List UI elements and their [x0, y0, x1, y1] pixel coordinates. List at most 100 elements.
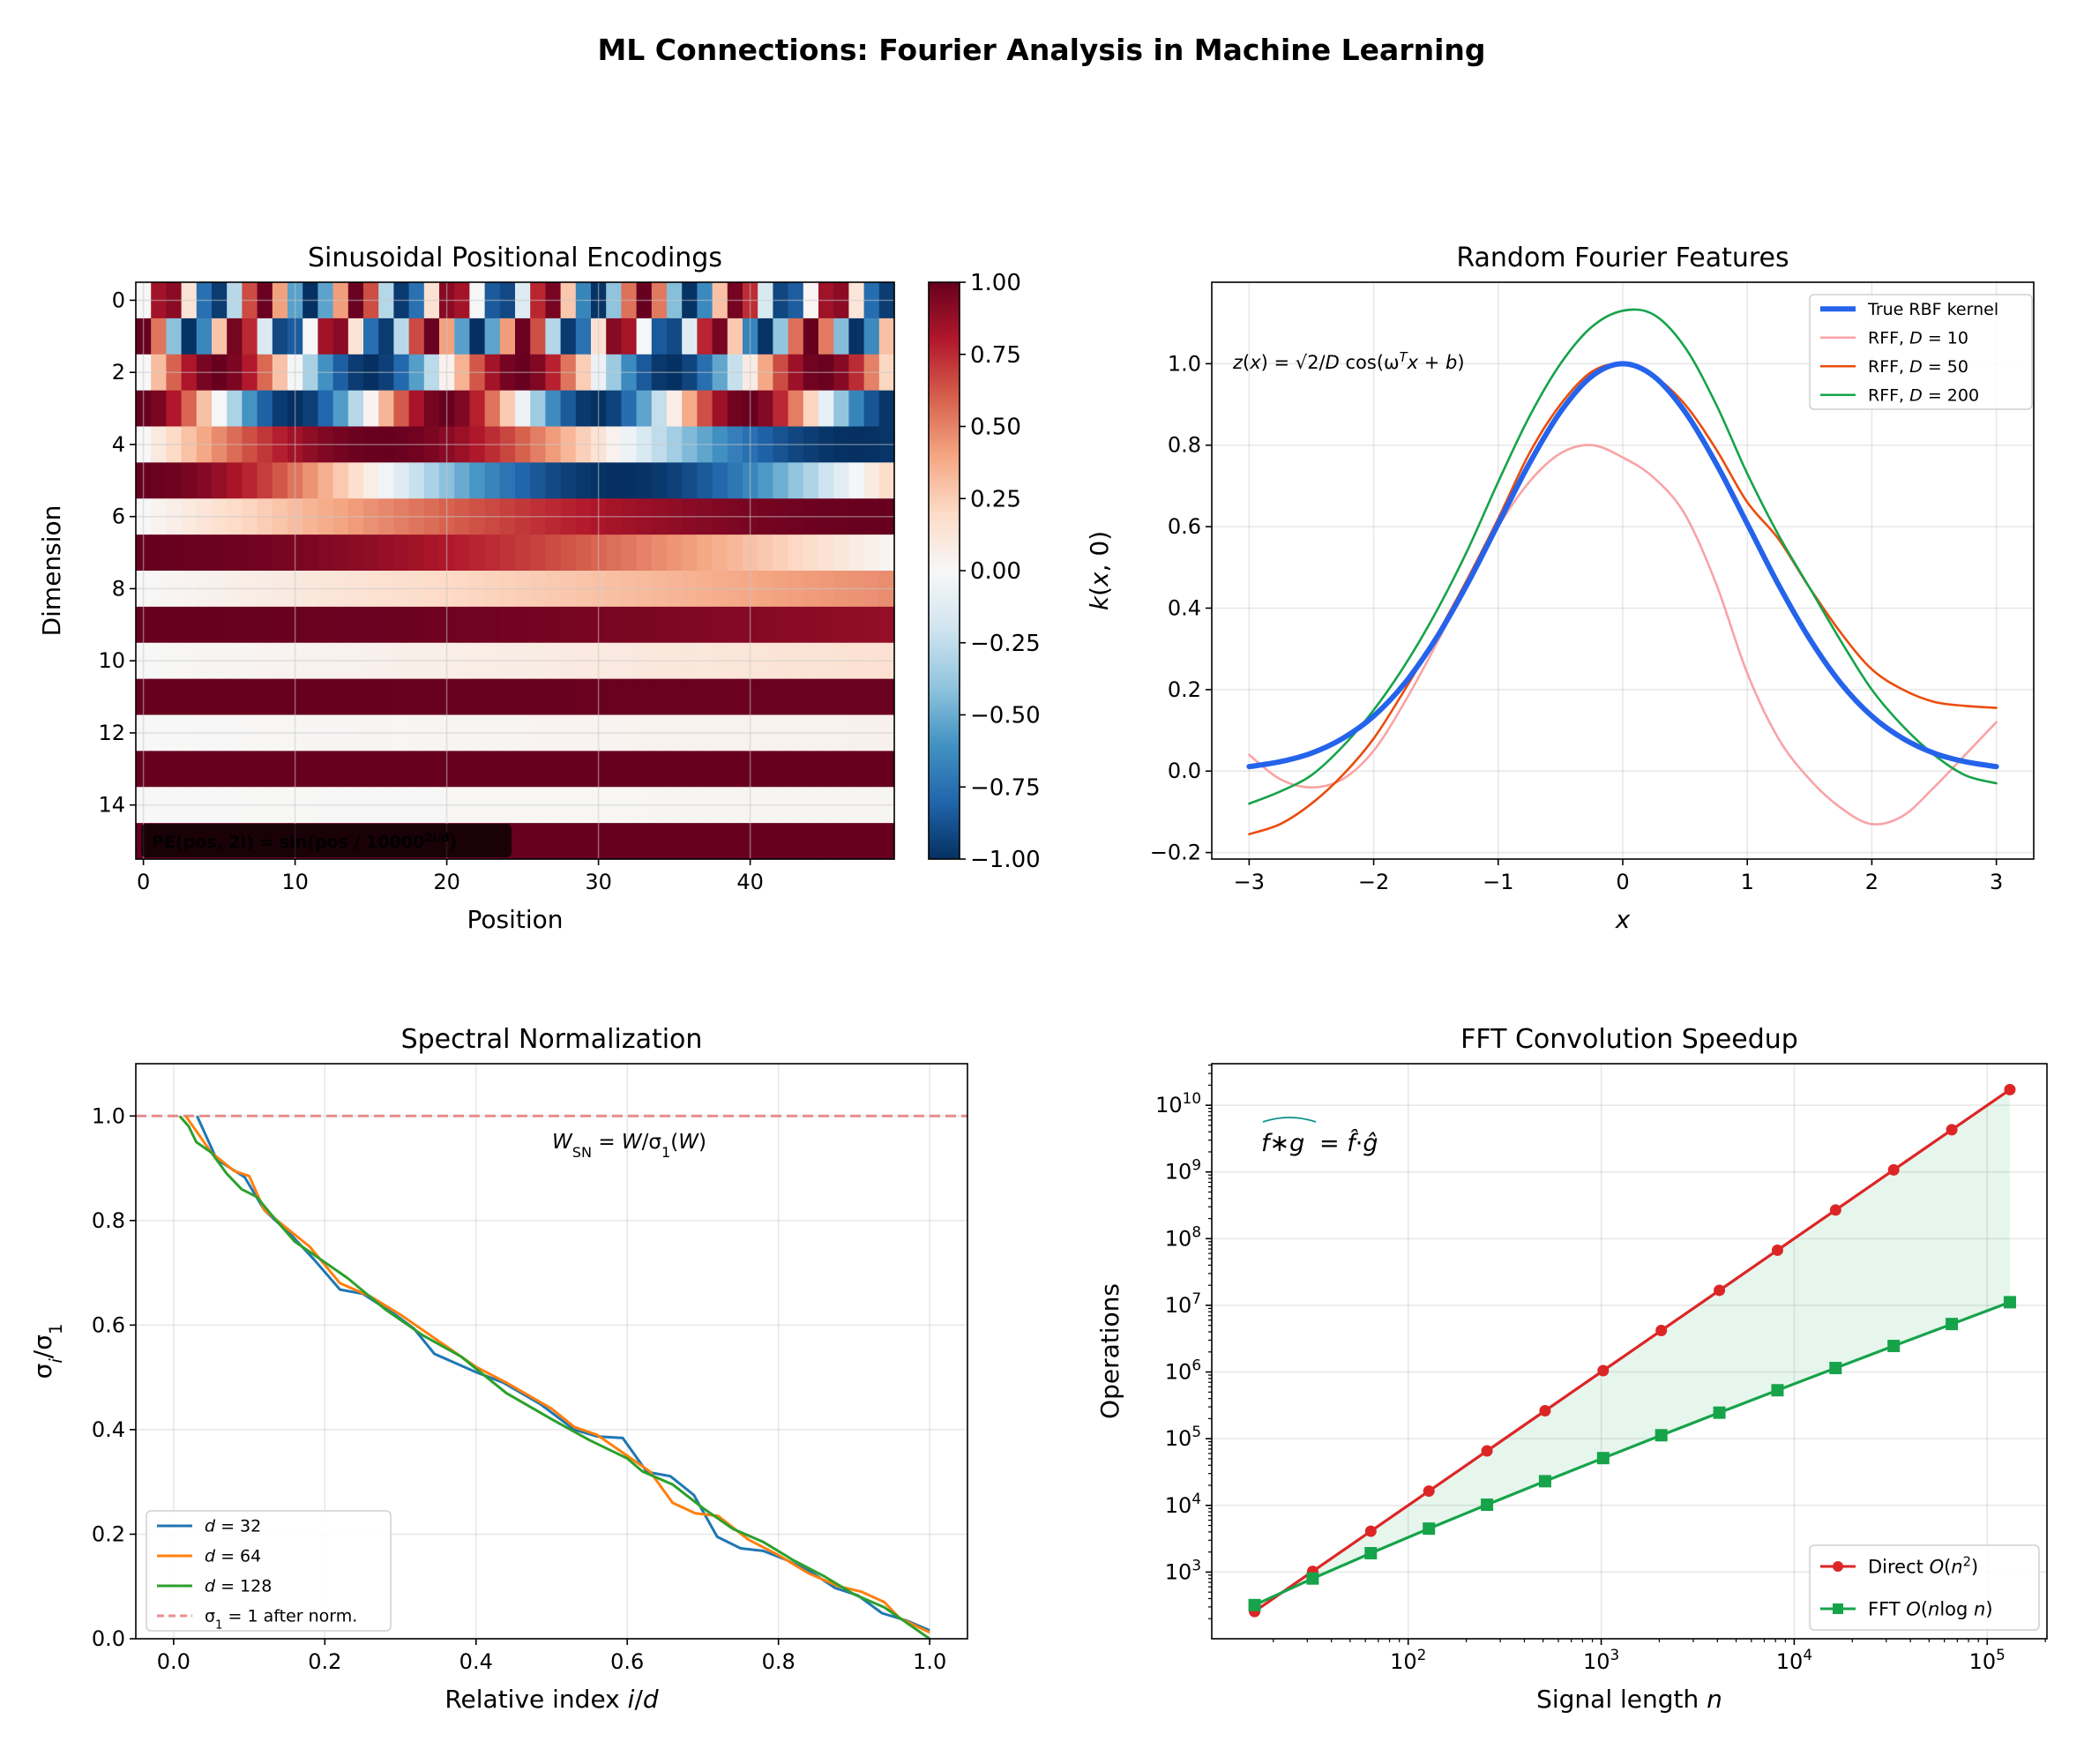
series-line-1	[1253, 1300, 2011, 1607]
y-tick-label: 1.0	[1168, 351, 1201, 376]
heatmap-cell	[712, 678, 728, 716]
heatmap-cell	[878, 678, 895, 716]
heatmap-cell	[758, 678, 773, 716]
heatmap-cell	[393, 534, 410, 572]
heatmap-cell	[242, 462, 258, 499]
heatmap-cell	[773, 390, 789, 428]
heatmap-cell	[788, 318, 804, 355]
heatmap-cell	[818, 678, 834, 716]
y-tick-label: 106​	[1165, 1357, 1201, 1385]
heatmap-cell	[257, 751, 273, 788]
heatmap-cell	[848, 390, 865, 428]
heatmap-cell	[667, 606, 683, 644]
heatmap-cell	[408, 390, 425, 428]
legend-label: FFT O(nlog n)	[1868, 1598, 1993, 1619]
y-axis-label: Operations	[1095, 1283, 1124, 1419]
legend-item: RFF, D = 10	[1820, 328, 1968, 348]
heatmap-cell	[181, 678, 198, 716]
heatmap-cell	[272, 390, 288, 428]
data-point-circle	[1829, 1204, 1841, 1216]
legend-label: σ1​ = 1 after norm.	[205, 1607, 357, 1633]
heatmap-cell	[788, 606, 804, 644]
heatmap-cell	[212, 751, 228, 788]
annotation-rhs: = f̂·ĝ	[1319, 1129, 1378, 1157]
heatmap-cell	[773, 678, 789, 716]
heatmap-cell	[636, 823, 653, 860]
heatmap-cell	[682, 823, 698, 860]
heatmap-cell	[303, 534, 318, 572]
heatmap-cell	[788, 534, 804, 572]
legend-box	[1809, 1544, 2040, 1631]
formula-annotation: z(x) = √2/D cos(ωT​x + b)	[1232, 350, 1465, 374]
heatmap-cell	[151, 318, 167, 355]
heatmap-cell	[682, 606, 698, 644]
x-tick-label: 1.0	[913, 1649, 946, 1674]
legend-label: RFF, D = 200	[1868, 385, 1979, 405]
legend-item: σ1​ = 1 after norm.	[157, 1607, 357, 1633]
heatmap-cell	[788, 462, 804, 499]
heatmap-cell	[363, 534, 379, 572]
heatmap-cell	[515, 534, 531, 572]
heatmap-cell	[393, 462, 410, 499]
heatmap-cell	[727, 390, 743, 428]
heatmap-cell	[212, 462, 228, 499]
heatmap-cell	[621, 823, 638, 860]
heatmap-cell	[575, 534, 592, 572]
heatmap-cell	[530, 678, 546, 716]
heatmap-cell	[242, 534, 258, 572]
heatmap-cell	[393, 678, 410, 716]
heatmap-cell	[469, 462, 486, 499]
heatmap-cell	[651, 751, 668, 788]
heatmap-cell	[545, 390, 562, 428]
y-tick-label: 14	[98, 793, 125, 818]
x-tick-label: 105​	[1969, 1646, 2006, 1674]
heatmap-cell	[651, 390, 668, 428]
heatmap-cell	[636, 606, 653, 644]
data-point-circle	[1539, 1405, 1551, 1417]
heatmap-cell	[833, 318, 849, 355]
heatmap-cell	[560, 390, 577, 428]
heatmap-cell	[272, 678, 288, 716]
heatmap-cell	[758, 534, 773, 572]
heatmap-cell	[606, 823, 622, 860]
heatmap-cell	[803, 390, 819, 428]
y-tick-label: 0.6	[92, 1312, 125, 1337]
heatmap-cell	[363, 390, 379, 428]
axes-frame	[135, 1063, 968, 1640]
heatmap-cell	[166, 390, 183, 428]
heatmap-cell	[878, 462, 895, 499]
heatmap-cell	[773, 462, 789, 499]
heatmap-cell	[697, 751, 713, 788]
heatmap-cell	[863, 823, 880, 860]
colorbar-tick-label: 0.25	[970, 486, 1021, 512]
heatmap-cell	[317, 462, 334, 499]
heatmap-cell	[196, 462, 213, 499]
heatmap-cell	[667, 390, 683, 428]
heatmap-cell	[697, 390, 713, 428]
heatmap-cell	[833, 534, 849, 572]
heatmap-cell	[575, 318, 592, 355]
heatmap-cell	[212, 390, 228, 428]
y-tick-label: 12	[98, 721, 125, 745]
formula-annotation: PE(pos, 2i) = sin(pos / 100002i/d​)	[141, 824, 512, 857]
heatmap-cell	[423, 462, 440, 499]
heatmap-cell	[575, 462, 592, 499]
y-tick-label: 0.6	[1168, 514, 1201, 539]
heatmap-cell	[560, 606, 577, 644]
heatmap-cell	[303, 318, 318, 355]
heatmap-cell	[151, 462, 167, 499]
heatmap-cell	[242, 318, 258, 355]
heatmap-cell	[636, 462, 653, 499]
heatmap-cell	[227, 678, 243, 716]
heatmap-cell	[848, 534, 865, 572]
legend-label: d = 32	[205, 1517, 261, 1536]
heatmap-cell	[347, 390, 364, 428]
heatmap-cell	[682, 390, 698, 428]
colorbar-tick-label: −0.25	[970, 631, 1041, 657]
heatmap-cell	[530, 390, 546, 428]
heatmap-cell	[515, 318, 531, 355]
x-axis-label: x	[1615, 905, 1631, 934]
heatmap-cell	[499, 751, 516, 788]
heatmap-cell	[848, 823, 865, 860]
heatmap-cell	[878, 390, 895, 428]
